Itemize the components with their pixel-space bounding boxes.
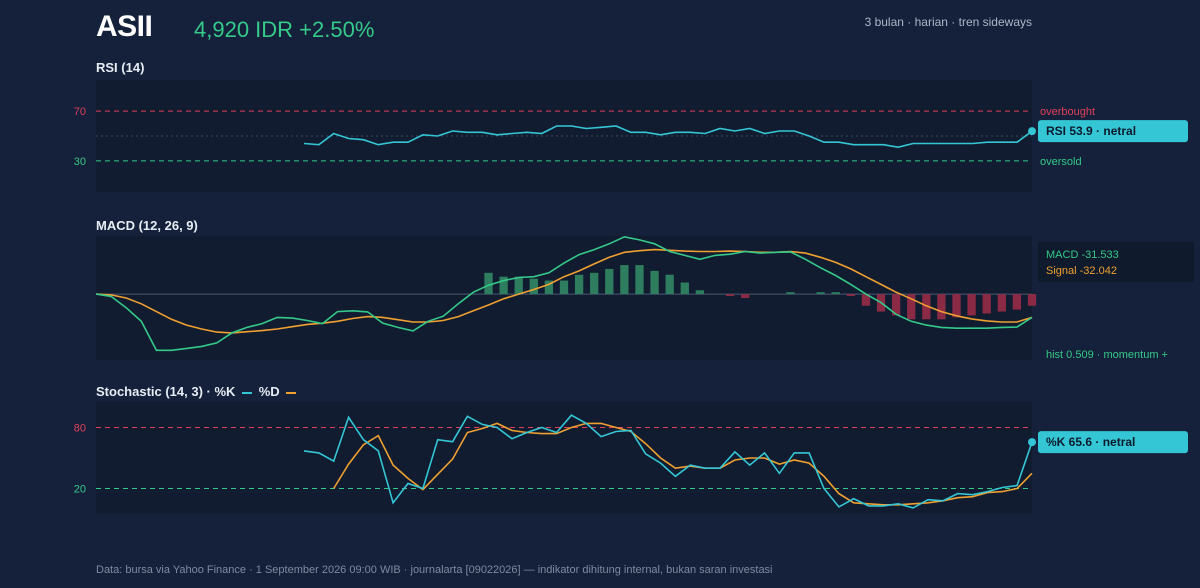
macd-signal-legend-label: Signal -32.042 (1046, 265, 1117, 277)
macd-hist-bar (952, 294, 961, 318)
macd-hist-bar (891, 294, 901, 316)
macd-hist-bar (907, 294, 916, 320)
rsi-panel-title: RSI (14) (96, 60, 145, 75)
macd-legend-label: MACD -31.533 (1046, 249, 1119, 261)
macd-hist-bar (846, 294, 855, 297)
macd-hist-bar (786, 292, 795, 295)
rsi-series-line (303, 125, 1033, 149)
stoch-d-line (333, 422, 1033, 506)
macd-line (95, 235, 1033, 352)
macd-hist-bar (559, 280, 569, 295)
price-change: 4,920 IDR +2.50% (194, 17, 375, 42)
macd-hist-bar (680, 282, 689, 295)
stoch-d-legend-swatch (286, 391, 297, 394)
macd-hist-bar (967, 294, 976, 316)
macd-hist-bar (635, 265, 644, 295)
macd-hist-bar (590, 272, 599, 295)
rsi-overbought-label: overbought (1040, 106, 1095, 118)
macd-hist-bar (529, 278, 538, 295)
macd-hist-label: hist 0.509 · momentum + (1046, 349, 1168, 361)
macd-hist-bar (831, 292, 840, 295)
ticker-symbol: ASII (96, 10, 153, 43)
macd-hist-bar (982, 294, 991, 314)
rsi-ytick-label: 70 (74, 106, 86, 118)
stoch-panel-title: Stochastic (14, 3) · %K %D (96, 384, 299, 399)
macd-hist-bar (605, 268, 614, 295)
macd-signal-line (95, 248, 1033, 334)
stoch-k-line (303, 414, 1033, 509)
macd-panel-bg (96, 236, 1032, 360)
rsi-badge-bg (1038, 120, 1188, 143)
stoch-k-legend-swatch (242, 391, 253, 394)
macd-hist-bar (1012, 294, 1022, 310)
macd-hist-bar (1027, 294, 1037, 306)
rsi-last-point (1028, 127, 1036, 136)
macd-hist-bar (499, 276, 508, 295)
stoch-panel-bg (96, 402, 1032, 514)
rsi-ytick-label: 30 (74, 156, 86, 168)
stoch-badge-bg (1038, 431, 1188, 454)
macd-hist-bar (922, 294, 931, 320)
macd-hist-bar (725, 294, 735, 297)
macd-hist-bar (997, 294, 1006, 312)
macd-hist-bar (544, 280, 554, 295)
footer-note: Data: bursa via Yahoo Finance · 1 Septem… (96, 564, 773, 576)
macd-hist-bar (574, 274, 584, 295)
macd-hist-bar (937, 294, 946, 320)
macd-hist-bar (665, 274, 674, 295)
macd-hist-bar (650, 270, 659, 295)
macd-hist-bar (484, 272, 493, 295)
stoch-d-legend-label: %D (258, 384, 280, 399)
macd-hist-bar (695, 290, 705, 295)
chart-meta: 3 bulan · harian · tren sideways (864, 15, 1032, 29)
stoch-ytick-label: 20 (74, 484, 86, 496)
macd-legend-box (1038, 242, 1194, 282)
macd-hist-bar (620, 265, 629, 295)
rsi-badge-text: RSI 53.9 · netral (1046, 124, 1136, 138)
rsi-oversold-label: oversold (1040, 156, 1082, 168)
stoch-ytick-label: 80 (74, 422, 86, 434)
macd-hist-bar (861, 294, 871, 306)
macd-hist-bar (741, 294, 750, 298)
stoch-last-point (1028, 438, 1036, 447)
macd-panel-title: MACD (12, 26, 9) (96, 218, 198, 233)
stoch-title-text: Stochastic (14, 3) · %K (96, 384, 236, 399)
stoch-badge-text: %K 65.6 · netral (1046, 435, 1135, 449)
macd-hist-bar (816, 292, 825, 295)
macd-hist-bar (514, 276, 523, 295)
